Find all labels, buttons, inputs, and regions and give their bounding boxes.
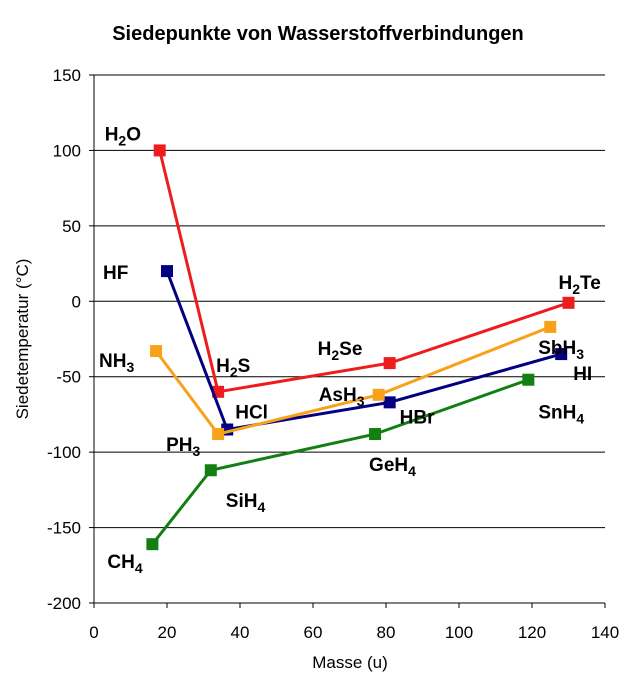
data-point — [369, 428, 382, 441]
data-point — [204, 464, 217, 477]
point-label: AsH3 — [319, 385, 365, 409]
point-label: SiH4 — [226, 491, 266, 515]
x-tick-label: 140 — [591, 623, 619, 642]
data-point — [522, 373, 535, 386]
y-tick-label: 0 — [72, 292, 81, 311]
y-tick-label: -200 — [47, 594, 81, 613]
point-label: CH4 — [107, 552, 142, 576]
point-label: H2Te — [559, 273, 601, 297]
data-point — [383, 396, 396, 409]
point-label: H2O — [105, 124, 141, 148]
grid — [94, 74, 605, 529]
data-point — [146, 538, 159, 551]
series-line — [154, 325, 551, 436]
point-label: GeH4 — [369, 455, 416, 479]
x-tick-label: 40 — [231, 623, 250, 642]
point-label: HF — [103, 263, 128, 284]
point-label: HI — [573, 364, 592, 385]
point-labels: H2O H2S H2Se H2Te HF HCl HBr HI NH3 PH3 AsH3 SbH3 CH… — [99, 124, 601, 576]
x-tick-label: 0 — [89, 623, 98, 642]
series-line — [165, 270, 562, 432]
data-point — [562, 296, 575, 309]
x-axis-ticks: 0 20 40 60 80 100 120 140 — [89, 603, 619, 642]
x-tick-label: 100 — [445, 623, 473, 642]
series-2 — [161, 265, 568, 436]
data-point — [153, 144, 166, 157]
x-tick-label: 20 — [158, 623, 177, 642]
y-tick-label: 50 — [62, 217, 81, 236]
y-tick-label: 150 — [53, 66, 81, 85]
data-point — [555, 348, 568, 361]
data-point — [161, 265, 173, 278]
y-tick-label: -150 — [47, 519, 81, 538]
chart-title: Siedepunkte von Wasserstoffverbindungen — [112, 23, 524, 45]
y-axis-label: Siedetemperatur (°C) — [13, 259, 32, 420]
data-point — [544, 320, 557, 333]
series-group — [146, 144, 575, 551]
x-tick-label: 120 — [518, 623, 546, 642]
point-label: PH3 — [166, 435, 200, 459]
x-tick-label: 80 — [377, 623, 396, 642]
point-label: H2S — [216, 356, 250, 380]
y-axis-ticks: 150 100 50 0 -50 -100 -150 -200 — [47, 66, 94, 613]
x-axis-label: Masse (u) — [312, 653, 388, 672]
series-3 — [150, 320, 557, 441]
point-label: NH3 — [99, 351, 134, 375]
data-point — [383, 357, 396, 370]
point-label: SbH3 — [538, 338, 584, 362]
series-line — [158, 150, 569, 394]
data-point — [372, 388, 385, 401]
series-line — [151, 378, 529, 546]
point-label: H2Se — [318, 339, 363, 363]
x-tick-label: 60 — [304, 623, 323, 642]
axes — [93, 75, 605, 604]
y-tick-label: -100 — [47, 443, 81, 462]
point-label: HBr — [400, 407, 435, 428]
data-point — [150, 345, 163, 358]
series-4 — [146, 373, 535, 551]
y-tick-label: 100 — [53, 141, 81, 160]
point-label: SnH4 — [538, 403, 584, 427]
y-tick-label: -50 — [56, 368, 81, 387]
point-label: HCl — [235, 403, 268, 424]
data-point — [212, 428, 225, 441]
